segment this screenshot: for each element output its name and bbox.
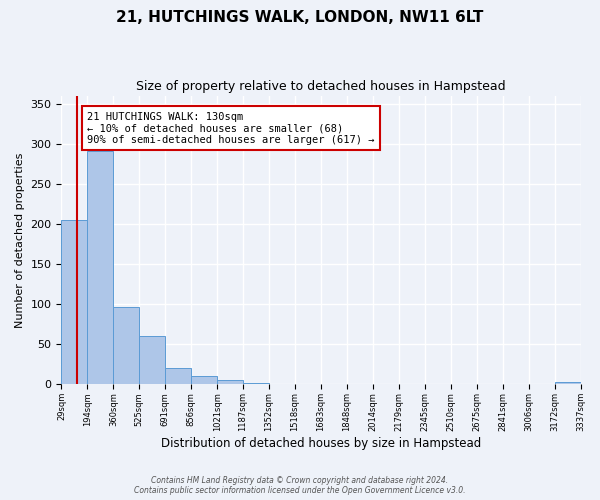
Bar bbox=[217, 380, 243, 384]
Bar bbox=[243, 383, 269, 384]
Title: Size of property relative to detached houses in Hampstead: Size of property relative to detached ho… bbox=[136, 80, 506, 93]
Bar bbox=[139, 336, 165, 384]
Text: Contains HM Land Registry data © Crown copyright and database right 2024.
Contai: Contains HM Land Registry data © Crown c… bbox=[134, 476, 466, 495]
Bar bbox=[61, 220, 88, 384]
Bar bbox=[554, 382, 581, 384]
Y-axis label: Number of detached properties: Number of detached properties bbox=[15, 152, 25, 328]
Text: 21 HUTCHINGS WALK: 130sqm
← 10% of detached houses are smaller (68)
90% of semi-: 21 HUTCHINGS WALK: 130sqm ← 10% of detac… bbox=[88, 112, 375, 145]
Bar bbox=[88, 151, 113, 384]
Bar bbox=[191, 376, 217, 384]
Bar bbox=[165, 368, 191, 384]
Text: 21, HUTCHINGS WALK, LONDON, NW11 6LT: 21, HUTCHINGS WALK, LONDON, NW11 6LT bbox=[116, 10, 484, 25]
X-axis label: Distribution of detached houses by size in Hampstead: Distribution of detached houses by size … bbox=[161, 437, 481, 450]
Bar bbox=[113, 306, 139, 384]
